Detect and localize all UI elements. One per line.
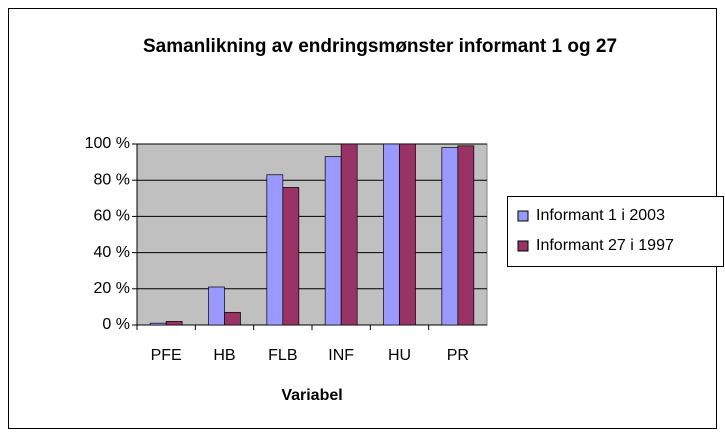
x-axis-label: Variabel <box>281 387 342 404</box>
bar <box>324 156 342 326</box>
plot-area <box>136 143 488 326</box>
x-tick-label: INF <box>328 347 354 364</box>
bar <box>165 321 183 326</box>
chart-title: Samanlikning av endringsmønster informan… <box>142 36 618 57</box>
bar <box>340 143 358 326</box>
bar <box>208 286 225 326</box>
bar <box>224 311 241 326</box>
x-tick-label: HU <box>388 347 411 364</box>
bar <box>266 174 284 326</box>
x-tick-label: FLB <box>268 347 297 364</box>
y-tick-label: 0 % <box>102 316 130 333</box>
legend-swatch <box>517 240 529 252</box>
bar <box>383 143 400 326</box>
y-tick-label: 20 % <box>94 280 130 297</box>
y-tick-label: 40 % <box>94 244 130 261</box>
y-tick-label: 60 % <box>94 208 130 225</box>
x-tick-label: PFE <box>151 347 182 364</box>
bar <box>282 187 300 326</box>
legend-label: Informant 27 i 1997 <box>536 237 674 254</box>
y-tick-label: 100 % <box>85 135 130 152</box>
bar <box>441 147 459 326</box>
legend-label: Informant 1 i 2003 <box>536 207 665 224</box>
x-tick-label: PR <box>447 347 469 364</box>
bar <box>457 145 475 326</box>
legend <box>507 196 724 267</box>
x-tick-label: HB <box>213 347 235 364</box>
bar <box>149 322 167 326</box>
legend-swatch <box>517 210 529 222</box>
bar <box>399 143 416 326</box>
y-tick-label: 80 % <box>94 171 130 188</box>
